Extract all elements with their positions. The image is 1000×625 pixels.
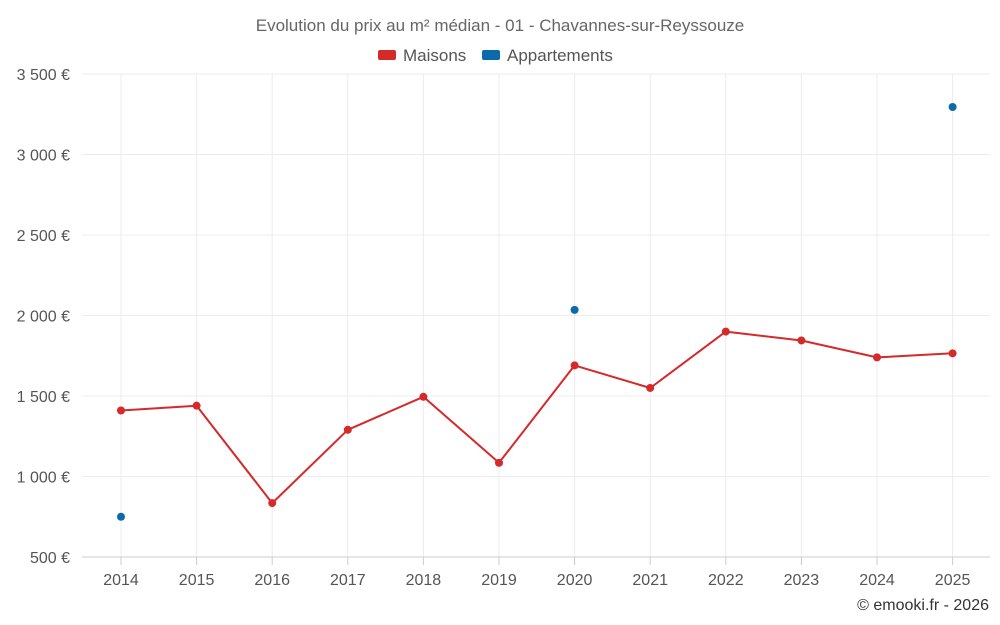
data-point-maisons-2015[interactable] xyxy=(192,401,201,410)
series-maisons xyxy=(117,327,957,508)
y-tick-label: 3 000 € xyxy=(17,148,70,165)
data-point-maisons-2018[interactable] xyxy=(419,392,428,401)
series-layer xyxy=(117,103,957,521)
x-tick-label: 2024 xyxy=(859,572,895,589)
x-tick-label: 2020 xyxy=(557,572,593,589)
chart-title: Evolution du prix au m² médian - 01 - Ch… xyxy=(256,16,745,35)
data-point-maisons-2022[interactable] xyxy=(721,327,730,336)
y-tick-label: 3 500 € xyxy=(17,67,70,84)
x-tick-label: 2016 xyxy=(254,572,290,589)
y-axis-labels: 500 € 1 000 € 1 500 € 2 000 € 2 500 € 3 000 €… xyxy=(17,67,70,567)
data-point-maisons-2016[interactable] xyxy=(268,499,277,508)
legend: Maisons Appartements xyxy=(378,46,613,65)
data-point-maisons-2023[interactable] xyxy=(797,336,806,345)
legend-label: Appartements xyxy=(507,46,613,65)
legend-label: Maisons xyxy=(403,46,466,65)
data-point-maisons-2020[interactable] xyxy=(570,361,579,370)
data-point-maisons-2021[interactable] xyxy=(646,383,655,392)
data-point-appartements-2014[interactable] xyxy=(117,512,125,521)
y-tick-label: 1 500 € xyxy=(17,389,70,406)
x-tick-label: 2022 xyxy=(708,572,744,589)
data-point-appartements-2025[interactable] xyxy=(948,103,957,112)
data-point-appartements-2020[interactable] xyxy=(570,305,579,314)
data-point-maisons-2025[interactable] xyxy=(948,349,957,358)
legend-item-maisons[interactable]: Maisons xyxy=(378,46,466,65)
series-appartements xyxy=(117,103,957,521)
data-point-maisons-2024[interactable] xyxy=(873,353,881,362)
data-point-maisons-2014[interactable] xyxy=(117,406,125,415)
data-point-maisons-2019[interactable] xyxy=(495,458,503,467)
x-axis-labels: 2014 2015 2016 2017 2018 2019 2020 2021 2022 2023… xyxy=(103,572,970,589)
x-tick-label: 2014 xyxy=(103,572,139,589)
axes xyxy=(82,556,990,565)
series-line-maisons xyxy=(120,330,953,505)
x-tick-label: 2015 xyxy=(179,572,215,589)
legend-item-appartements[interactable]: Appartements xyxy=(482,46,613,65)
y-tick-label: 2 500 € xyxy=(17,228,70,245)
y-tick-label: 1 000 € xyxy=(17,470,70,487)
credits[interactable]: © emooki.fr - 2026 xyxy=(857,597,989,614)
data-point-maisons-2017[interactable] xyxy=(343,425,352,434)
y-grid xyxy=(82,73,990,477)
x-tick-label: 2017 xyxy=(330,572,366,589)
legend-swatch xyxy=(378,50,396,60)
x-tick-label: 2021 xyxy=(632,572,668,589)
y-tick-label: 2 000 € xyxy=(17,309,70,326)
y-tick-label: 500 € xyxy=(30,550,70,567)
legend-swatch xyxy=(482,50,500,60)
x-tick-label: 2025 xyxy=(935,572,971,589)
x-tick-label: 2018 xyxy=(406,572,442,589)
x-tick-label: 2019 xyxy=(481,572,517,589)
x-tick-label: 2023 xyxy=(784,572,820,589)
